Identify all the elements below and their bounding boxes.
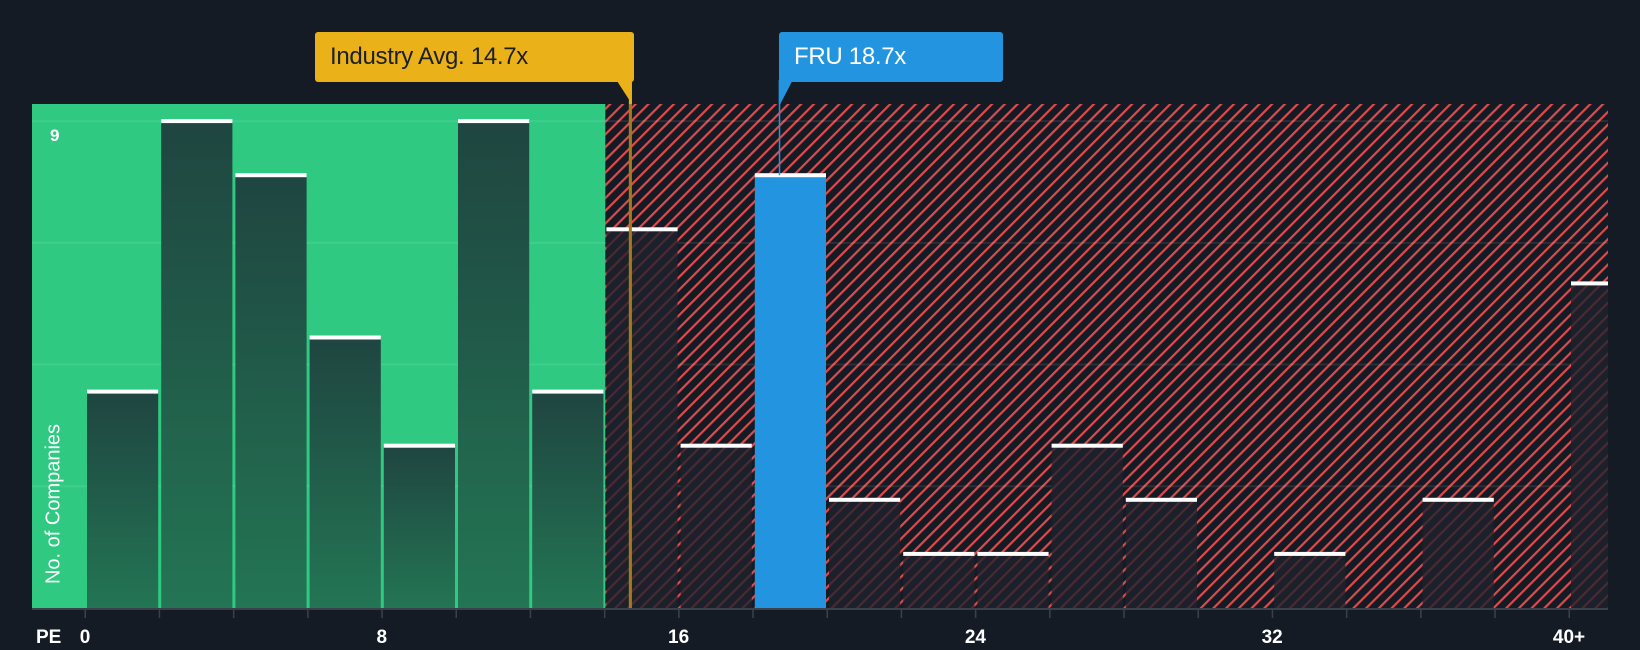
histogram-bar: [606, 229, 678, 609]
x-axis-tick: [603, 610, 606, 618]
histogram-bar: [1571, 283, 1608, 608]
x-axis-tick: [1345, 610, 1348, 618]
bar-cap: [161, 119, 233, 124]
bar-cap: [977, 551, 1049, 556]
bar-cap: [532, 389, 604, 394]
company-callout-pointer: [778, 80, 793, 104]
x-axis-tick: [1123, 610, 1125, 618]
x-axis-tick: [455, 610, 457, 618]
bar-cap: [754, 173, 826, 178]
industry-callout-pointer: [616, 80, 632, 104]
bar-cap: [458, 119, 530, 124]
x-tick-label: 8: [376, 627, 388, 648]
x-axis-tick: [1049, 610, 1051, 618]
x-axis-line: [32, 608, 1608, 610]
x-axis-tick: [1568, 610, 1570, 618]
histogram-bar: [680, 445, 752, 608]
bar-cap: [1422, 497, 1494, 502]
x-tick-label: 40+: [1552, 627, 1586, 648]
value-markers: [616, 80, 793, 608]
x-axis-title: PE: [36, 627, 62, 648]
x-axis-tick: [678, 610, 680, 618]
x-axis-tick: [1271, 610, 1274, 618]
bar-cap: [903, 551, 975, 556]
histogram-bar: [1422, 499, 1494, 608]
bar-cap: [309, 335, 381, 340]
industry-average-callout: Industry Avg. 14.7x: [315, 32, 634, 82]
histogram-bar: [1274, 553, 1346, 608]
x-axis-tick: [1420, 610, 1422, 618]
company-bar: [754, 175, 826, 608]
industry-average-line: [628, 82, 632, 608]
histogram-bar: [1051, 445, 1123, 608]
bar-cap: [606, 227, 678, 232]
x-axis-tick: [381, 610, 383, 618]
x-axis-tick: [84, 610, 86, 618]
x-axis-tick: [826, 610, 828, 618]
x-axis-tick: [900, 610, 903, 618]
histogram-bar: [903, 553, 975, 608]
histogram-bar: [87, 391, 159, 608]
x-axis-tick: [529, 610, 532, 618]
company-pe-callout: FRU 18.7x: [779, 32, 1003, 82]
x-axis-tick: [1197, 610, 1199, 618]
x-tick-label: 16: [668, 627, 690, 648]
y-axis-title: No. of Companies: [42, 423, 65, 585]
bar-cap: [829, 497, 901, 502]
bar-cap: [383, 443, 455, 448]
x-tick-label: 24: [964, 627, 986, 648]
bar-cap: [235, 173, 307, 178]
industry-line-shade: [628, 104, 632, 608]
x-axis-tick: [232, 610, 235, 618]
histogram-bar: [309, 337, 381, 608]
bar-cap: [1571, 281, 1608, 286]
bar-cap: [87, 389, 159, 394]
x-axis-tick: [307, 610, 309, 618]
x-axis-tick: [974, 610, 977, 618]
histogram-bar: [458, 121, 530, 608]
histogram-bars: [87, 119, 1608, 609]
histogram-bar: [977, 553, 1049, 608]
histogram-bar: [532, 391, 604, 608]
company-pe-line: [778, 80, 781, 176]
x-tick-label: 32: [1261, 627, 1283, 648]
x-axis: [32, 608, 1608, 618]
bar-cap: [680, 443, 752, 448]
company-pe-label: FRU 18.7x: [794, 43, 907, 70]
histogram-bar: [235, 175, 307, 608]
x-axis-tick: [752, 610, 754, 618]
histogram-bar: [1125, 499, 1197, 608]
bar-cap: [1051, 443, 1123, 448]
industry-average-label: Industry Avg. 14.7x: [330, 43, 528, 70]
x-axis-tick: [158, 610, 161, 618]
bar-cap: [1125, 497, 1197, 502]
y-axis-max-label: 9: [50, 126, 60, 145]
histogram-bar: [829, 499, 901, 608]
x-axis-tick: [1494, 610, 1496, 618]
histogram-bar: [383, 445, 455, 608]
bar-cap: [1274, 551, 1346, 556]
histogram-bar: [161, 121, 233, 608]
x-tick-label: 0: [79, 627, 91, 648]
